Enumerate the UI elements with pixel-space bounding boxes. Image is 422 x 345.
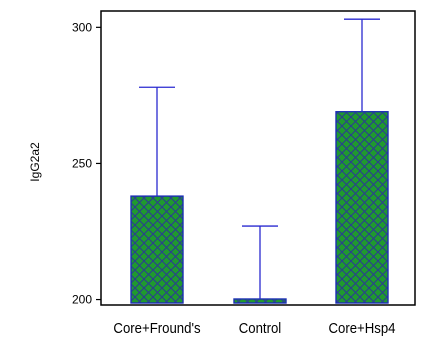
bars — [130, 111, 389, 304]
y-axis-title: IgG2a2 — [28, 142, 42, 182]
y-axis-ticks: 200 250 300 — [72, 20, 101, 307]
x-axis-labels: Core+Fround's Control Core+Hsp4 — [113, 319, 395, 336]
x-category-label: Core+Hsp4 — [328, 319, 395, 336]
x-category-label: Control — [239, 319, 281, 336]
plot-area-border — [100, 10, 416, 306]
bar — [130, 195, 184, 304]
x-category-label: Core+Fround's — [113, 319, 200, 336]
y-tick-label: 250 — [72, 156, 92, 170]
bar — [233, 298, 287, 304]
y-tick-label: 300 — [72, 20, 92, 34]
error-bars — [139, 18, 380, 299]
y-tick-label: 200 — [72, 293, 92, 307]
plot-frame — [100, 10, 416, 306]
bar — [335, 111, 389, 304]
